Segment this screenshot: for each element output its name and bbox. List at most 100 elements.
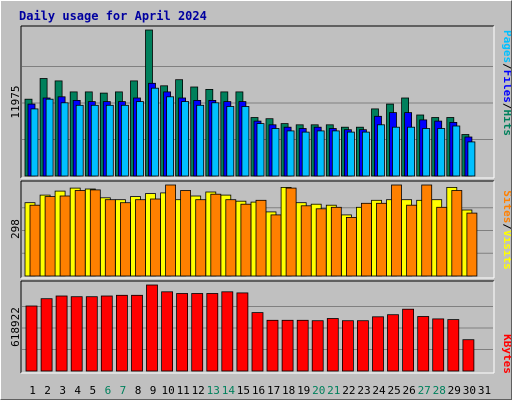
- bar-sites-day-29: [451, 190, 463, 277]
- day-label-15: 15: [237, 384, 250, 397]
- day-label-28: 28: [433, 384, 446, 397]
- bar-kbytes-day-18: [281, 319, 294, 372]
- day-label-18: 18: [282, 384, 295, 397]
- bar-kbytes-day-12: [191, 293, 204, 372]
- bar-pages-day-4: [75, 104, 84, 177]
- bar-sites-day-28: [436, 206, 448, 277]
- bar-sites-day-19: [300, 205, 312, 277]
- bar-sites-day-15: [240, 203, 252, 277]
- day-label-1: 1: [29, 384, 36, 397]
- day-label-8: 8: [135, 384, 142, 397]
- side-legend-part-2: Visits: [501, 230, 511, 270]
- bar-pages-day-28: [437, 128, 446, 177]
- side-legend-bot: KBytes: [501, 334, 511, 374]
- y-max-label: 618922: [9, 307, 22, 347]
- bar-kbytes-day-29: [447, 319, 460, 372]
- bar-pages-day-8: [136, 101, 144, 177]
- bar-sites-day-14: [225, 199, 237, 277]
- day-label-5: 5: [89, 384, 96, 397]
- day-label-21: 21: [327, 384, 340, 397]
- side-legend-part-3: /: [501, 103, 511, 110]
- bar-kbytes-day-16: [251, 312, 264, 372]
- bar-kbytes-day-4: [70, 296, 83, 372]
- bar-pages-day-14: [226, 106, 235, 177]
- bar-sites-day-10: [165, 184, 177, 277]
- bar-kbytes-day-5: [85, 296, 98, 372]
- bar-pages-day-27: [422, 128, 431, 177]
- bar-kbytes-day-11: [176, 293, 189, 372]
- bar-pages-day-3: [60, 102, 69, 177]
- bar-kbytes-day-19: [296, 319, 309, 372]
- bar-kbytes-day-17: [266, 319, 279, 372]
- side-legend-part-4: Hits: [501, 110, 511, 137]
- bar-kbytes-day-8: [131, 294, 143, 372]
- bar-kbytes-day-6: [100, 295, 113, 372]
- day-label-3: 3: [59, 384, 66, 397]
- day-label-19: 19: [297, 384, 310, 397]
- day-label-23: 23: [357, 384, 370, 397]
- bar-kbytes-day-21: [326, 318, 339, 372]
- chart-title: Daily usage for April 2024: [19, 9, 207, 23]
- day-label-4: 4: [74, 384, 81, 397]
- bar-pages-day-21: [331, 130, 340, 177]
- day-label-6: 6: [105, 384, 112, 397]
- bar-kbytes-day-28: [432, 318, 445, 372]
- bar-sites-day-16: [255, 199, 267, 277]
- day-label-29: 29: [448, 384, 461, 397]
- bar-kbytes-day-22: [341, 320, 354, 372]
- side-legend-part-0: Pages: [501, 30, 511, 63]
- bar-kbytes-day-30: [462, 339, 475, 372]
- bar-pages-day-2: [45, 98, 54, 177]
- day-label-2: 2: [44, 384, 51, 397]
- bar-sites-day-2: [44, 196, 56, 277]
- bar-pages-day-7: [121, 104, 129, 177]
- day-label-12: 12: [192, 384, 205, 397]
- bar-kbytes-day-27: [417, 316, 430, 372]
- day-label-14: 14: [222, 384, 236, 397]
- bar-pages-day-19: [301, 131, 310, 177]
- bar-kbytes-day-23: [356, 320, 369, 372]
- panel-visits-sites: 298: [9, 180, 495, 279]
- bar-sites-day-21: [330, 206, 342, 277]
- bar-kbytes-day-13: [206, 293, 219, 372]
- bar-pages-day-24: [377, 124, 385, 177]
- panel-hits-files-pages: 11975: [9, 25, 495, 179]
- bar-kbytes-day-25: [387, 314, 399, 372]
- bar-sites-day-4: [74, 190, 86, 277]
- bar-sites-day-5: [89, 189, 101, 277]
- bar-pages-day-22: [346, 131, 355, 177]
- bar-sites-day-12: [195, 199, 207, 277]
- bar-kbytes-day-15: [236, 292, 249, 372]
- day-label-10: 10: [161, 384, 174, 397]
- bar-sites-day-8: [135, 199, 146, 277]
- bar-kbytes-day-1: [25, 305, 38, 372]
- day-label-30: 30: [463, 384, 476, 397]
- day-label-25: 25: [387, 384, 400, 397]
- y-max-label: 298: [9, 219, 22, 239]
- bar-pages-day-16: [256, 123, 265, 177]
- day-label-27: 27: [418, 384, 431, 397]
- bar-pages-day-6: [105, 104, 114, 177]
- day-label-17: 17: [267, 384, 280, 397]
- bar-pages-day-5: [90, 104, 99, 177]
- bar-sites-day-13: [210, 193, 222, 277]
- bar-kbytes-day-26: [402, 308, 415, 372]
- side-legend-top: Pages/Files/Hits: [501, 30, 511, 136]
- bar-sites-day-17: [270, 214, 282, 277]
- day-label-9: 9: [150, 384, 157, 397]
- bar-pages-day-26: [407, 126, 416, 177]
- day-label-7: 7: [120, 384, 127, 397]
- bar-sites-day-6: [104, 199, 116, 277]
- side-legend-part-1: /: [501, 63, 511, 70]
- day-label-16: 16: [252, 384, 265, 397]
- bar-pages-day-17: [271, 128, 280, 177]
- bar-sites-day-3: [59, 195, 71, 277]
- bar-pages-day-20: [316, 130, 325, 177]
- bar-kbytes-day-10: [161, 291, 174, 372]
- bar-sites-day-27: [421, 184, 433, 277]
- day-label-22: 22: [342, 384, 355, 397]
- bar-pages-day-11: [181, 101, 190, 177]
- side-legend-part-0: Sites: [501, 190, 511, 223]
